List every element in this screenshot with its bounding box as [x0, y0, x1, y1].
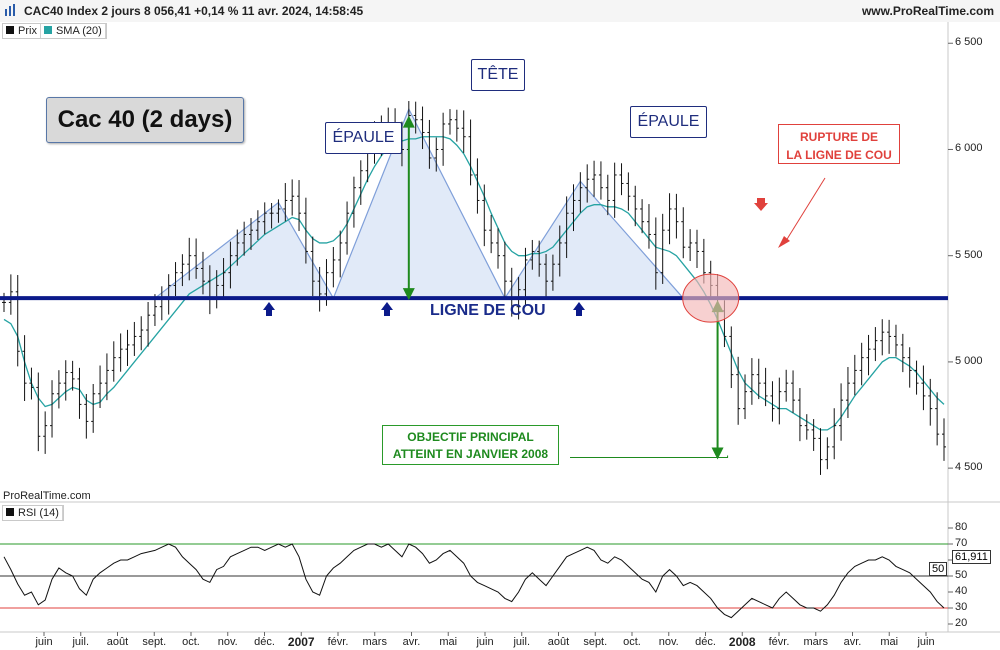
rsi-ytick-label: 70: [955, 537, 968, 549]
sell-signal-arrow-icon: [754, 198, 768, 211]
price-legend: Prix SMA (20): [2, 23, 107, 39]
price-ytick-label: 6 500: [955, 36, 983, 49]
rsi-ytick-label: 50: [955, 569, 968, 581]
chart-title-bar: CAC40 Index 2 jours 8 056,41 +0,14 % 11 …: [24, 4, 364, 18]
price-ytick-label: 5 000: [955, 354, 983, 367]
rsi-level-badge: 50: [929, 562, 948, 576]
xtick-label: sept.: [583, 636, 608, 648]
rsi-ytick-label: 80: [955, 521, 968, 533]
objective-arrow-bottom: [711, 447, 724, 460]
price-ytick-label: 5 500: [955, 248, 983, 261]
rsi-line: [3, 543, 945, 619]
head-label: TÊTE: [471, 59, 525, 91]
xtick-label: juin: [35, 636, 53, 648]
objective-line2: ATTEINT EN JANVIER 2008: [392, 447, 549, 461]
xtick-label: mai: [439, 636, 458, 648]
xtick-label: juin: [917, 636, 935, 648]
sma-line: [3, 136, 945, 431]
xtick-label: févr.: [327, 636, 349, 648]
legend-label-price: Prix: [18, 25, 37, 37]
legend-item-rsi[interactable]: RSI (14): [3, 506, 63, 520]
neckline-break-line1: RUPTURE DE: [799, 130, 878, 144]
xtick-label: 2007: [287, 635, 315, 649]
chart-header: CAC40 Index 2 jours 8 056,41 +0,14 % 11 …: [0, 0, 1000, 23]
xtick-label: mars: [362, 636, 387, 648]
xtick-label: sept.: [142, 636, 167, 648]
xtick-label: déc.: [254, 636, 275, 648]
objective-line1: OBJECTIF PRINCIPAL: [407, 430, 534, 444]
legend-item-price[interactable]: Prix: [3, 24, 41, 38]
right-shoulder-label: ÉPAULE: [630, 106, 707, 138]
xtick-label: avr.: [843, 636, 862, 648]
xtick-label: juin: [476, 636, 494, 648]
objective-label: OBJECTIF PRINCIPAL ATTEINT EN JANVIER 20…: [382, 425, 559, 465]
support-arrow-icon: [263, 302, 275, 316]
xtick-label: 2008: [728, 635, 756, 649]
legend-label-rsi: RSI (14): [18, 507, 59, 519]
neckline-break-line2: LA LIGNE DE COU: [786, 148, 892, 162]
site-link[interactable]: www.ProRealTime.com: [861, 4, 994, 18]
neckline-break-label: RUPTURE DE LA LIGNE DE COU: [778, 124, 900, 164]
neckline-label: LIGNE DE COU: [430, 302, 546, 319]
rsi-ytick-label: 40: [955, 585, 968, 597]
rsi-legend: RSI (14): [2, 505, 64, 521]
xtick-label: juil.: [513, 636, 531, 648]
rsi-swatch: [6, 508, 14, 517]
left-shoulder-label: ÉPAULE: [325, 122, 402, 154]
price-ytick-label: 4 500: [955, 461, 983, 474]
price-ytick-label: 6 000: [955, 142, 983, 155]
rsi-ytick-label: 30: [955, 601, 968, 613]
xtick-label: mars: [803, 636, 828, 648]
xtick-label: nov.: [658, 636, 679, 648]
head-height-arrow-bottom: [402, 288, 415, 301]
xtick-label: août: [106, 636, 129, 648]
xtick-label: oct.: [623, 636, 641, 648]
app-logo-icon: [5, 4, 15, 16]
xtick-label: oct.: [182, 636, 200, 648]
neckline-break-pointer: [783, 177, 826, 245]
rsi-ytick-label: 20: [955, 617, 968, 629]
neckline-break-pointer-head: [778, 236, 790, 248]
xtick-label: juil.: [72, 636, 90, 648]
sma-swatch: [43, 26, 52, 35]
xtick-label: févr.: [768, 636, 790, 648]
legend-label-sma: SMA (20): [55, 25, 102, 37]
head-height-arrow-top: [402, 115, 415, 128]
chart-annotation-title: Cac 40 (2 days): [46, 97, 244, 143]
support-arrow-icon: [573, 302, 585, 316]
xtick-label: avr.: [402, 636, 421, 648]
legend-item-sma[interactable]: SMA (20): [41, 24, 106, 38]
rsi-last-value-badge: 61,911: [952, 549, 991, 564]
xtick-label: août: [547, 636, 570, 648]
objective-connector: [570, 455, 729, 459]
price-swatch: [6, 26, 14, 35]
xtick-label: mai: [880, 636, 899, 648]
neckline-break-circle: [682, 273, 740, 323]
xtick-label: nov.: [217, 636, 238, 648]
xtick-label: déc.: [695, 636, 716, 648]
watermark-text: ProRealTime.com: [3, 490, 91, 502]
support-arrow-icon: [381, 302, 393, 316]
